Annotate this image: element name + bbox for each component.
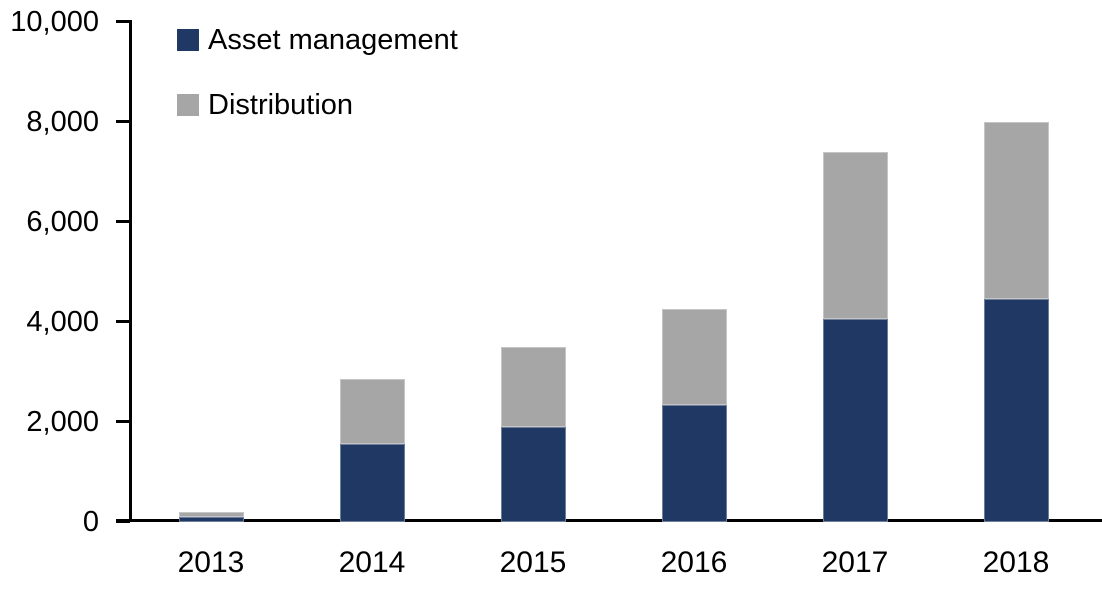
x-axis-label-2014: 2014 (338, 546, 406, 579)
y-axis-tick (116, 220, 130, 223)
y-axis-line (129, 20, 132, 522)
x-axis-label-2018: 2018 (982, 546, 1050, 579)
y-axis-tick (116, 420, 130, 423)
y-axis-tick-label: 2,000 (26, 405, 99, 438)
x-axis-label-2016: 2016 (660, 546, 728, 579)
legend-swatch-asset-management (177, 29, 199, 51)
legend-label-distribution: Distribution (208, 88, 354, 121)
bar-segment-distribution-2017 (822, 151, 888, 319)
legend-label-asset-management: Asset management (208, 23, 458, 56)
legend-item-distribution: Distribution (177, 89, 458, 121)
x-axis-label-2015: 2015 (499, 546, 567, 579)
bar-segment-asset-management-2016 (661, 405, 727, 522)
bar-segment-distribution-2016 (661, 309, 727, 406)
bar-segment-distribution-2015 (500, 346, 566, 427)
bar-segment-asset-management-2015 (500, 426, 566, 522)
legend-item-asset-management: Asset management (177, 24, 458, 56)
bar-segment-asset-management-2017 (822, 319, 888, 522)
y-axis-tick-label: 8,000 (26, 105, 99, 138)
y-axis-tick-label: 10,000 (10, 5, 99, 38)
bar-segment-asset-management-2014 (339, 444, 405, 522)
y-axis-tick (116, 320, 130, 323)
bar-segment-distribution-2013 (178, 511, 244, 517)
y-axis-tick (116, 20, 130, 23)
x-axis-line (116, 519, 1102, 522)
y-axis-tick-label: 4,000 (26, 305, 99, 338)
bar-segment-asset-management-2018 (983, 299, 1049, 522)
legend: Asset management Distribution (177, 24, 458, 157)
bar-segment-distribution-2014 (339, 379, 405, 444)
y-axis-tick-label: 0 (82, 505, 99, 538)
bar-segment-distribution-2018 (983, 121, 1049, 299)
bar-segment-asset-management-2013 (178, 516, 244, 522)
y-axis-tick (116, 520, 130, 523)
legend-swatch-distribution (177, 94, 199, 116)
x-axis-label-2013: 2013 (177, 546, 245, 579)
x-axis-label-2017: 2017 (821, 546, 889, 579)
y-axis-tick-label: 6,000 (26, 205, 99, 238)
y-axis-tick (116, 120, 130, 123)
